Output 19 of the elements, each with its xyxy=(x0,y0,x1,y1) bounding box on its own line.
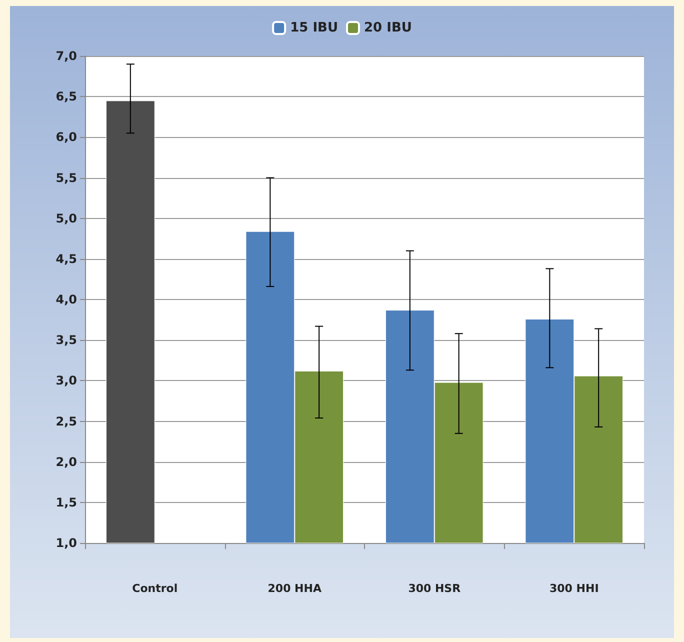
y-tick-label: 3,0 xyxy=(56,374,77,388)
y-tick-label: 5,0 xyxy=(56,211,77,226)
y-tick-label: 2,5 xyxy=(56,414,77,428)
x-tick-label: 200 HHA xyxy=(268,582,322,595)
y-tick-label: 3,5 xyxy=(56,333,77,348)
y-tick-label: 6,0 xyxy=(56,130,77,144)
y-tick-label: 4,0 xyxy=(56,292,77,306)
y-tick-label: 1,0 xyxy=(56,536,77,550)
y-tick-label: 6,5 xyxy=(56,90,77,104)
y-tick-label: 1,5 xyxy=(56,495,77,510)
y-tick-label: 7,0 xyxy=(56,49,77,63)
x-tick-label: 300 HSR xyxy=(408,582,462,595)
x-tick-label: Control xyxy=(132,582,178,595)
x-tick-label: 300 HHI xyxy=(549,582,599,595)
y-tick-label: 2,0 xyxy=(56,454,77,469)
legend-label: 15 IBU xyxy=(290,20,338,36)
legend-label: 20 IBU xyxy=(364,20,412,36)
y-tick-label: 5,5 xyxy=(56,170,77,185)
y-tick-label: 4,5 xyxy=(56,252,77,266)
